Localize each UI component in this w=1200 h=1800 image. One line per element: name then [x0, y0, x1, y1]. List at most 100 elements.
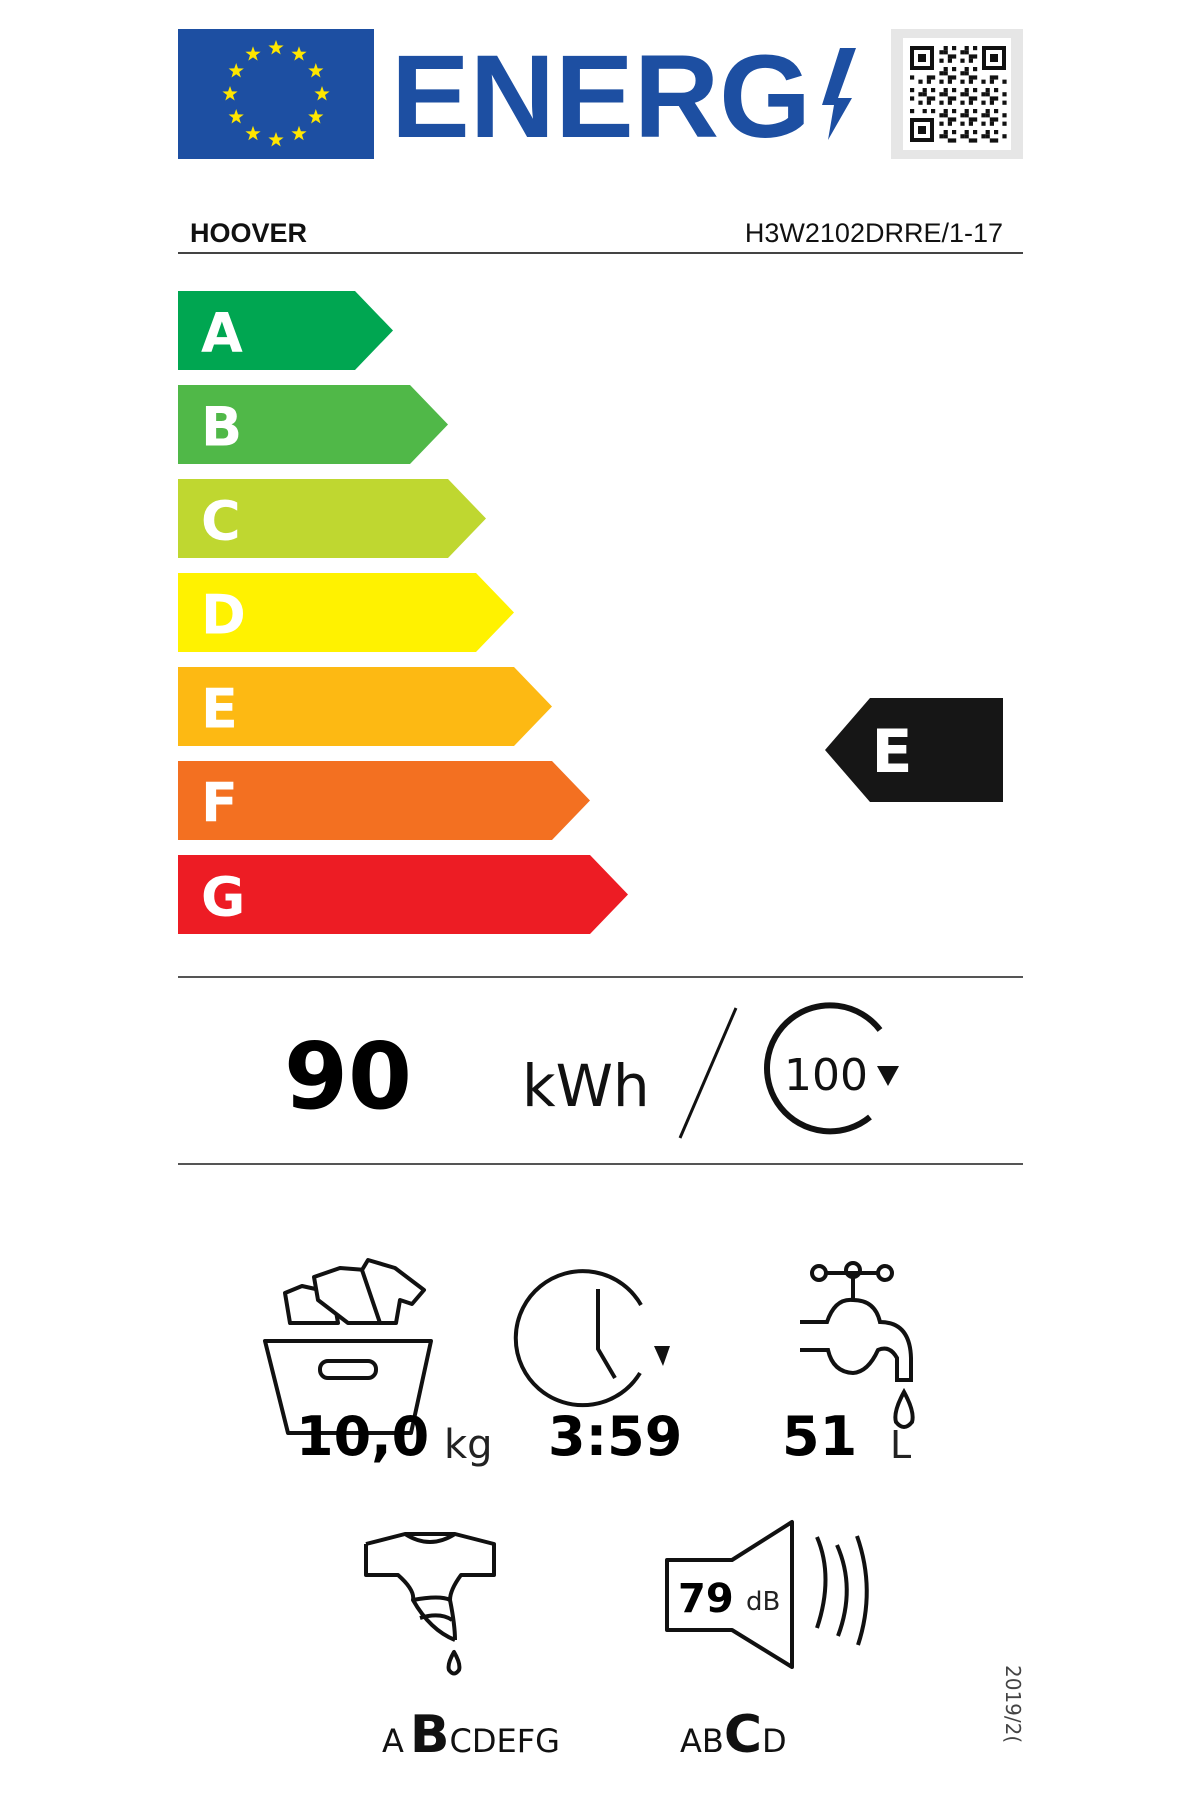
- qr-module: [952, 138, 957, 143]
- qr-module: [989, 117, 994, 122]
- qr-module: [964, 130, 969, 135]
- qr-module: [1002, 100, 1007, 105]
- bar-shape: [178, 855, 628, 934]
- qr-module: [964, 109, 969, 114]
- bar-letter: G: [201, 866, 245, 929]
- qr-module: [918, 126, 926, 134]
- qr-module: [918, 92, 923, 97]
- qr-module: [981, 121, 986, 126]
- qr-module: [952, 109, 957, 114]
- programme-duration: 3:59: [548, 1405, 682, 1468]
- qr-module: [960, 134, 965, 139]
- qr-module: [952, 117, 957, 122]
- qr-module: [985, 92, 990, 97]
- cycles-count: 100: [784, 1050, 868, 1101]
- qr-module: [939, 71, 944, 76]
- cycles-icon: 100: [764, 1002, 899, 1135]
- qr-module: [968, 100, 973, 105]
- qr-module: [989, 96, 994, 101]
- qr-module: [1002, 121, 1007, 126]
- energy-class-bar-f: F: [178, 761, 590, 840]
- bar-letter: D: [201, 584, 246, 647]
- qr-module: [922, 109, 927, 114]
- qr-module: [981, 100, 986, 105]
- energy-class-bar-c: C: [178, 479, 486, 558]
- qr-module: [939, 50, 944, 55]
- lightning-icon: [822, 48, 856, 140]
- bar-shape: [178, 573, 514, 652]
- qr-module: [952, 54, 957, 59]
- rated-class-arrow: E: [825, 698, 1003, 802]
- qr-module: [985, 109, 990, 114]
- qr-module: [989, 121, 994, 126]
- qr-module: [960, 71, 965, 76]
- energy-logo-text: ENERG: [391, 31, 811, 163]
- qr-module: [943, 88, 948, 93]
- qr-module: [947, 58, 952, 63]
- energy-class-bar-g: G: [178, 855, 628, 934]
- qr-module: [994, 117, 999, 122]
- bar-letter: B: [201, 396, 242, 459]
- qr-module: [939, 79, 944, 84]
- qr-module: [1002, 92, 1007, 97]
- qr-module: [994, 75, 999, 80]
- qr-module: [985, 88, 990, 93]
- eu-flag: [178, 29, 374, 159]
- qr-module: [931, 96, 936, 101]
- water-tap-icon: [800, 1261, 915, 1429]
- qr-module: [952, 46, 957, 51]
- star-icon: [291, 46, 307, 61]
- qr-module: [973, 88, 978, 93]
- qr-module: [960, 100, 965, 105]
- qr-module: [952, 96, 957, 101]
- qr-module: [973, 54, 978, 59]
- qr-module: [918, 54, 926, 62]
- energy-class-bar-b: B: [178, 385, 448, 464]
- qr-module: [964, 67, 969, 72]
- qr-module: [947, 100, 952, 105]
- qr-module: [926, 79, 931, 84]
- qr-module: [926, 96, 931, 101]
- rated-class-letter: E: [872, 717, 913, 787]
- qr-module: [926, 100, 931, 105]
- qr-module: [943, 130, 948, 135]
- qr-module: [960, 58, 965, 63]
- qr-module: [973, 96, 978, 101]
- bar-letter: C: [201, 490, 241, 553]
- qr-module: [947, 75, 952, 80]
- energy-class-bar-d: D: [178, 573, 514, 652]
- qr-module: [947, 96, 952, 101]
- star-icon: [308, 63, 324, 78]
- qr-module: [910, 109, 915, 114]
- qr-module: [964, 88, 969, 93]
- qr-code[interactable]: [891, 29, 1023, 159]
- qr-module: [968, 138, 973, 143]
- laundry-basket-icon: [263, 1258, 433, 1435]
- clock-icon: [513, 1269, 670, 1408]
- qr-module: [973, 109, 978, 114]
- qr-module: [985, 130, 990, 135]
- bar-shape: [178, 291, 393, 370]
- qr-module: [931, 75, 936, 80]
- qr-module: [989, 79, 994, 84]
- qr-module: [947, 79, 952, 84]
- spin-drying-icon: [364, 1532, 496, 1676]
- qr-module: [931, 88, 936, 93]
- energy-class-bar-a: A: [178, 291, 393, 370]
- qr-module: [968, 96, 973, 101]
- qr-module: [918, 100, 923, 105]
- qr-module: [973, 117, 978, 122]
- qr-module: [939, 58, 944, 63]
- qr-module: [973, 130, 978, 135]
- qr-module: [968, 79, 973, 84]
- qr-module: [994, 88, 999, 93]
- regulation-number: 2019/2(: [1001, 1665, 1025, 1743]
- qr-module: [989, 75, 994, 80]
- star-icon: [268, 40, 284, 55]
- qr-module: [964, 134, 969, 139]
- qr-module: [973, 75, 978, 80]
- qr-module: [985, 113, 990, 118]
- noise-unit: dB: [746, 1587, 780, 1617]
- bar-letter: F: [201, 772, 238, 835]
